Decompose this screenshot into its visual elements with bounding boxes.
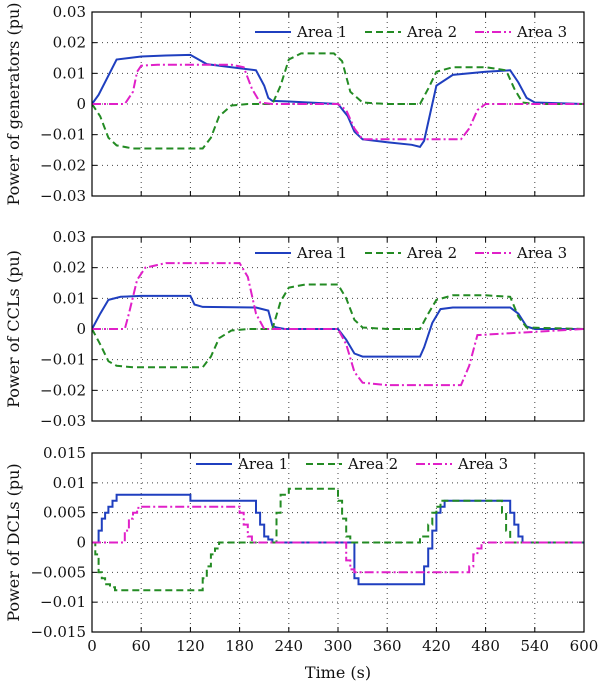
y-tick-label: −0.01 (40, 351, 86, 369)
y-tick-label: 0.03 (53, 3, 86, 21)
x-axis-label: Time (s) (305, 663, 371, 682)
legend: Area 1 Area 2 Area 3 (196, 455, 508, 473)
y-tick-label: 0.01 (53, 64, 86, 82)
series-line-area-2 (92, 52, 584, 150)
x-tick-label: 360 (373, 637, 402, 655)
plot-frame (91, 236, 585, 422)
x-tick-label: 480 (471, 637, 500, 655)
y-axis-label: Power of generators (pu) (4, 3, 23, 206)
legend-label: Area 3 (457, 455, 508, 473)
legend-label: Area 2 (406, 244, 457, 262)
y-tick-label: −0.03 (40, 412, 86, 430)
y-tick-label: 0 (76, 534, 86, 552)
y-axis-label: Power of DCLs (pu) (4, 463, 23, 621)
y-tick-label: −0.02 (40, 381, 86, 399)
x-tick-label: 420 (422, 637, 451, 655)
series-line-area-3 (92, 63, 584, 141)
y-tick-label: 0.01 (53, 474, 86, 492)
y-tick-label: −0.005 (30, 563, 86, 581)
y-tick-label: −0.01 (40, 593, 86, 611)
chart-panel-2: −0.03 −0.02 −0.01 0 0.01 0.02 0.03 Area 1 Area 2… (4, 228, 585, 430)
y-tick-label: −0.01 (40, 126, 86, 144)
x-tick-label: 180 (225, 637, 254, 655)
series-line-area-3 (92, 505, 584, 574)
y-tick-label: −0.02 (40, 156, 86, 174)
legend: Area 1 Area 2 Area 3 (255, 23, 567, 41)
plot-frame (91, 11, 585, 197)
legend-label: Area 1 (296, 244, 347, 262)
x-tick-label: 120 (176, 637, 205, 655)
series-line-area-2 (92, 283, 584, 369)
y-axis-label: Power of CCLs (pu) (4, 250, 23, 408)
legend-label: Area 3 (516, 23, 567, 41)
series-line-area-1 (92, 53, 584, 149)
y-tick-label: 0.01 (53, 289, 86, 307)
chart-panel-3: −0.015 −0.01 −0.005 0 0.005 0.01 0.015 0 60 120 18… (4, 444, 598, 682)
x-tick-label: 60 (132, 637, 151, 655)
series-line-area-1 (92, 294, 584, 358)
x-tick-label: 540 (520, 637, 549, 655)
legend-label: Area 2 (347, 455, 398, 473)
y-tick-label: 0.03 (53, 228, 86, 246)
y-tick-label: 0.005 (43, 504, 86, 522)
legend: Area 1 Area 2 Area 3 (255, 244, 567, 262)
chart-panel-1: −0.03 −0.02 −0.01 0 0.01 0.02 0.03 Area 1 Area 2… (4, 3, 585, 206)
legend-label: Area 1 (237, 455, 288, 473)
legend-label: Area 1 (296, 23, 347, 41)
y-tick-label: 0 (76, 320, 86, 338)
y-tick-label: 0.02 (53, 259, 86, 277)
series-line-area-2 (92, 487, 584, 592)
x-tick-label: 240 (274, 637, 303, 655)
y-tick-label: −0.03 (40, 187, 86, 205)
plot-frame (91, 452, 585, 633)
x-tick-label: 0 (87, 637, 97, 655)
legend-label: Area 2 (406, 23, 457, 41)
legend-label: Area 3 (516, 244, 567, 262)
y-tick-label: −0.015 (30, 623, 86, 641)
series-line-area-3 (92, 262, 584, 387)
x-tick-label: 600 (570, 637, 599, 655)
y-tick-label: 0.02 (53, 34, 86, 52)
y-tick-label: 0.015 (43, 444, 86, 462)
y-tick-label: 0 (76, 95, 86, 113)
x-tick-label: 300 (324, 637, 353, 655)
